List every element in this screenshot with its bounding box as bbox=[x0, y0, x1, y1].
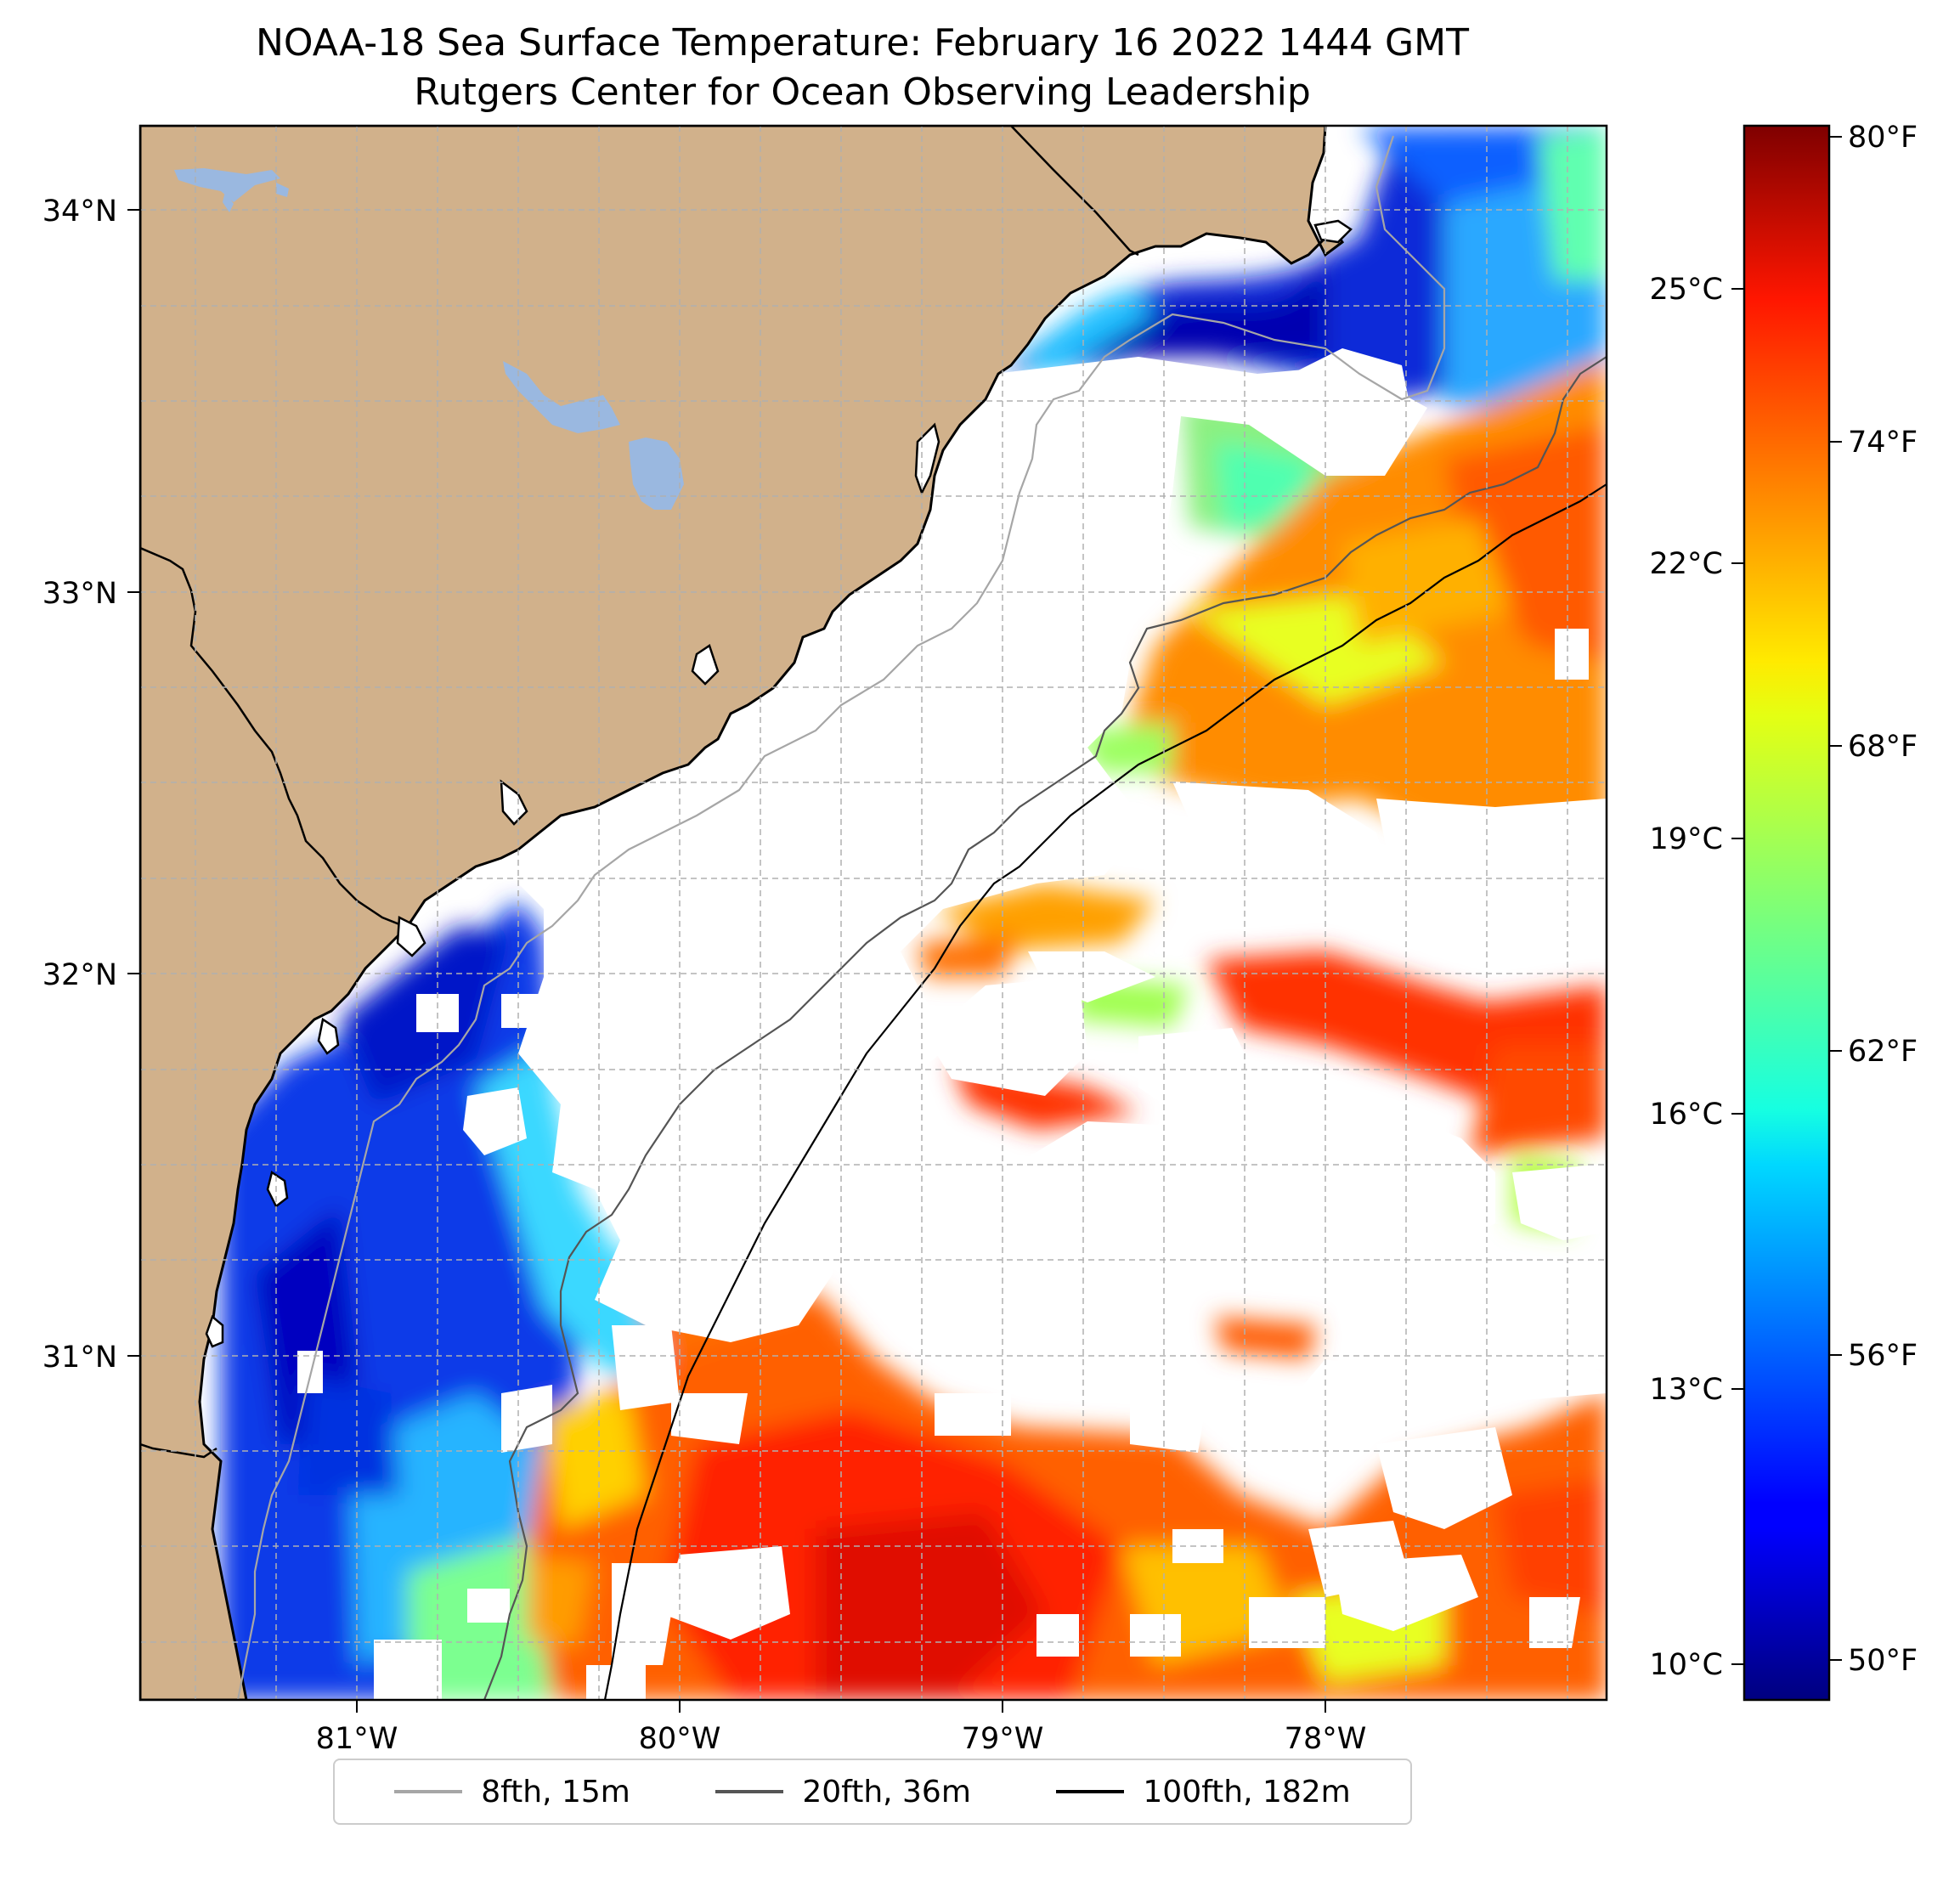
legend-swatch-20fth bbox=[715, 1790, 784, 1793]
latitude-labels: 34°N 33°N 32°N 31°N bbox=[42, 195, 117, 1375]
fahrenheit-label-74: 74°F bbox=[1848, 426, 1918, 460]
state-boundaries bbox=[140, 126, 1139, 1459]
legend-label-20fth: 20fth, 36m bbox=[802, 1774, 971, 1809]
contour-100fth bbox=[603, 483, 1607, 1700]
lon-label-81: 81°W bbox=[316, 1722, 398, 1756]
lat-label-32: 32°N bbox=[42, 958, 117, 992]
celsius-label-13: 13°C bbox=[1650, 1373, 1723, 1407]
gridlines bbox=[140, 126, 1607, 1700]
celsius-label-16: 16°C bbox=[1650, 1098, 1723, 1132]
longitude-labels: 81°W 80°W 79°W 78°W bbox=[316, 1722, 1367, 1756]
colorbar-ticks bbox=[1731, 136, 1842, 1665]
map-frame bbox=[138, 124, 1608, 1702]
fahrenheit-label-68: 68°F bbox=[1848, 730, 1918, 764]
legend-item-100fth: 100fth, 182m bbox=[1056, 1774, 1351, 1809]
lon-label-80: 80°W bbox=[639, 1722, 721, 1756]
legend-swatch-8fth bbox=[394, 1790, 463, 1793]
legend-label-100fth: 100fth, 182m bbox=[1143, 1774, 1351, 1809]
colorbar: 25°C 22°C 19°C 16°C 13°C 10°C 80°F 74°F … bbox=[1650, 121, 1918, 1702]
depth-contours bbox=[236, 135, 1607, 1700]
title-line-1: NOAA-18 Sea Surface Temperature: Februar… bbox=[256, 21, 1469, 65]
fahrenheit-labels: 80°F 74°F 68°F 62°F 56°F 50°F bbox=[1848, 121, 1918, 1678]
lat-label-34: 34°N bbox=[42, 195, 117, 229]
fahrenheit-label-62: 62°F bbox=[1848, 1035, 1918, 1069]
legend-swatch-100fth bbox=[1056, 1790, 1125, 1793]
fahrenheit-label-80: 80°F bbox=[1848, 121, 1918, 155]
lat-label-33: 33°N bbox=[42, 577, 117, 611]
map-panel bbox=[140, 126, 1607, 1700]
lon-label-79: 79°W bbox=[962, 1722, 1044, 1756]
axis-ticks bbox=[127, 209, 1326, 1713]
title-line-2: Rutgers Center for Ocean Observing Leade… bbox=[414, 71, 1311, 114]
lakes bbox=[174, 168, 684, 510]
celsius-label-19: 19°C bbox=[1650, 822, 1723, 856]
contour-20fth bbox=[483, 356, 1607, 1700]
land bbox=[140, 126, 1345, 1700]
fahrenheit-label-50: 50°F bbox=[1848, 1644, 1918, 1678]
lon-label-78: 78°W bbox=[1285, 1722, 1367, 1756]
fahrenheit-label-56: 56°F bbox=[1848, 1339, 1918, 1373]
legend-item-8fth: 8fth, 15m bbox=[394, 1775, 630, 1809]
depth-legend: 8fth, 15m 20fth, 36m 100fth, 182m bbox=[333, 1759, 1412, 1825]
celsius-labels: 25°C 22°C 19°C 16°C 13°C 10°C bbox=[1650, 273, 1723, 1682]
legend-item-20fth: 20fth, 36m bbox=[715, 1775, 971, 1809]
colorbar-gradient bbox=[1743, 124, 1831, 1702]
lat-label-31: 31°N bbox=[42, 1341, 117, 1375]
chart-title: NOAA-18 Sea Surface Temperature: Februar… bbox=[0, 19, 1725, 117]
celsius-label-25: 25°C bbox=[1650, 273, 1723, 307]
celsius-label-10: 10°C bbox=[1650, 1648, 1723, 1682]
celsius-label-22: 22°C bbox=[1650, 547, 1723, 581]
legend-label-8fth: 8fth, 15m bbox=[481, 1774, 630, 1809]
contour-8fth bbox=[236, 135, 1446, 1700]
